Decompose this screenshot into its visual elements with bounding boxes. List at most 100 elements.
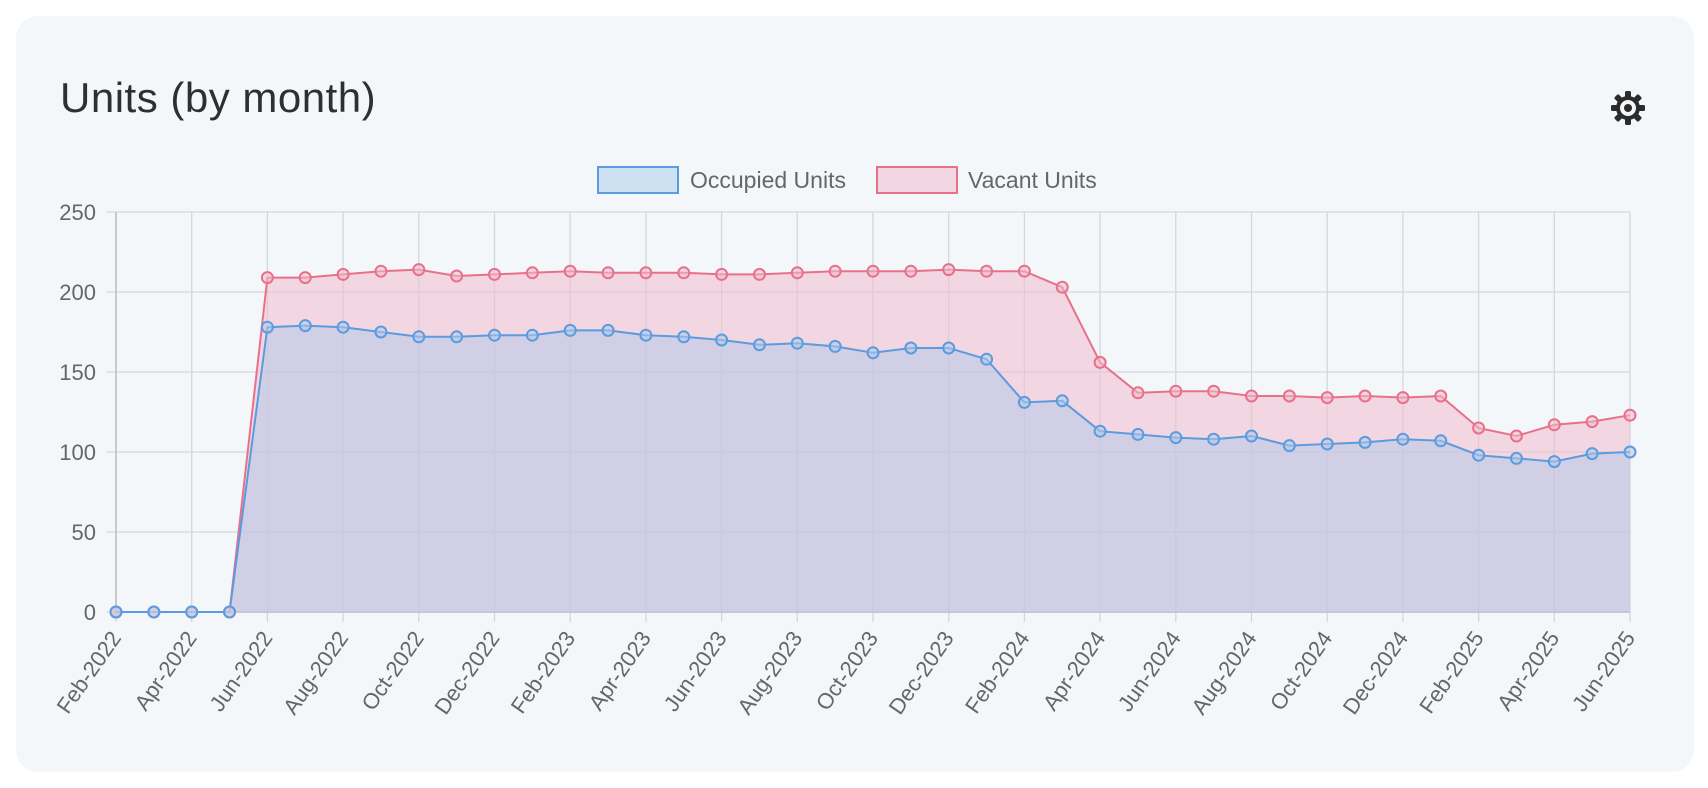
point-vacant[interactable]: [525, 266, 539, 280]
point-occupied[interactable]: [980, 352, 994, 366]
point-occupied[interactable]: [223, 605, 237, 619]
point-vacant[interactable]: [866, 264, 880, 278]
point-occupied[interactable]: [1434, 434, 1448, 448]
point-occupied[interactable]: [904, 341, 918, 355]
x-tick-label: Feb-2023: [506, 627, 581, 718]
point-vacant[interactable]: [1320, 391, 1334, 405]
point-occupied[interactable]: [336, 320, 350, 334]
point-vacant[interactable]: [1472, 421, 1486, 435]
point-vacant[interactable]: [1623, 408, 1637, 422]
x-tick-label: Aug-2023: [732, 627, 807, 720]
x-tick-label: Aug-2022: [278, 627, 353, 720]
point-vacant[interactable]: [904, 264, 918, 278]
point-vacant[interactable]: [1434, 389, 1448, 403]
point-occupied[interactable]: [185, 605, 199, 619]
y-tick-label: 200: [59, 280, 96, 305]
point-occupied[interactable]: [942, 341, 956, 355]
point-occupied[interactable]: [374, 325, 388, 339]
point-occupied[interactable]: [715, 333, 729, 347]
page-title: Units (by month): [60, 74, 377, 121]
point-vacant[interactable]: [980, 264, 994, 278]
point-occupied[interactable]: [1472, 448, 1486, 462]
point-vacant[interactable]: [563, 264, 577, 278]
point-occupied[interactable]: [450, 330, 464, 344]
point-vacant[interactable]: [1282, 389, 1296, 403]
point-vacant[interactable]: [1358, 389, 1372, 403]
point-vacant[interactable]: [260, 271, 274, 285]
point-vacant[interactable]: [1547, 418, 1561, 432]
point-occupied[interactable]: [563, 323, 577, 337]
point-vacant[interactable]: [1509, 429, 1523, 443]
point-vacant[interactable]: [1017, 264, 1031, 278]
legend-swatch-vacant[interactable]: [876, 166, 958, 194]
point-vacant[interactable]: [1055, 280, 1069, 294]
point-occupied[interactable]: [1282, 439, 1296, 453]
point-occupied[interactable]: [1509, 451, 1523, 465]
point-occupied[interactable]: [109, 605, 123, 619]
point-vacant[interactable]: [1396, 391, 1410, 405]
point-occupied[interactable]: [298, 319, 312, 333]
point-occupied[interactable]: [639, 328, 653, 342]
point-vacant[interactable]: [412, 263, 426, 277]
point-vacant[interactable]: [752, 267, 766, 281]
point-occupied[interactable]: [601, 323, 615, 337]
point-vacant[interactable]: [298, 271, 312, 285]
point-occupied[interactable]: [1320, 437, 1334, 451]
point-vacant[interactable]: [450, 269, 464, 283]
point-vacant[interactable]: [790, 266, 804, 280]
point-occupied[interactable]: [1055, 394, 1069, 408]
point-occupied[interactable]: [828, 339, 842, 353]
point-occupied[interactable]: [1245, 429, 1258, 443]
point-occupied[interactable]: [488, 328, 501, 342]
point-occupied[interactable]: [147, 605, 161, 619]
y-tick-label: 150: [59, 360, 96, 385]
x-tick-label: Oct-2024: [1265, 627, 1337, 715]
point-vacant[interactable]: [1585, 415, 1599, 429]
point-vacant[interactable]: [601, 266, 615, 280]
point-occupied[interactable]: [1017, 395, 1031, 409]
point-vacant[interactable]: [639, 266, 653, 280]
point-vacant[interactable]: [715, 267, 729, 281]
x-tick-label: Jun-2023: [659, 627, 732, 716]
area-occupied: [116, 325, 1630, 612]
point-vacant[interactable]: [828, 264, 842, 278]
point-occupied[interactable]: [412, 330, 426, 344]
point-occupied[interactable]: [1169, 431, 1183, 445]
point-vacant[interactable]: [1093, 355, 1107, 369]
chart-areas: [116, 269, 1630, 612]
point-occupied[interactable]: [866, 346, 880, 360]
x-tick-label: Apr-2022: [129, 627, 201, 715]
point-occupied[interactable]: [1585, 447, 1599, 461]
x-tick-label: Dec-2022: [429, 627, 504, 719]
point-vacant[interactable]: [374, 264, 388, 278]
point-vacant[interactable]: [336, 267, 350, 281]
point-occupied[interactable]: [677, 330, 691, 344]
point-vacant[interactable]: [488, 267, 501, 281]
x-tick-label: Oct-2022: [357, 627, 429, 715]
point-occupied[interactable]: [1358, 435, 1372, 449]
gear-icon[interactable]: [1608, 88, 1648, 128]
chart-legend[interactable]: Occupied Units Vacant Units: [597, 166, 1097, 194]
legend-swatch-occupied[interactable]: [597, 166, 679, 194]
point-occupied[interactable]: [1623, 445, 1637, 459]
point-vacant[interactable]: [1207, 384, 1221, 398]
legend-label-occupied[interactable]: Occupied Units: [690, 167, 846, 193]
point-occupied[interactable]: [1131, 427, 1145, 441]
point-occupied[interactable]: [1396, 432, 1410, 446]
x-tick-label: Dec-2023: [884, 627, 959, 719]
point-vacant[interactable]: [1245, 389, 1258, 403]
point-occupied[interactable]: [260, 320, 274, 334]
point-occupied[interactable]: [752, 338, 766, 352]
y-tick-label: 250: [59, 200, 96, 225]
point-vacant[interactable]: [677, 266, 691, 280]
point-occupied[interactable]: [525, 328, 539, 342]
point-occupied[interactable]: [1547, 455, 1561, 469]
point-occupied[interactable]: [1207, 432, 1221, 446]
point-vacant[interactable]: [1131, 386, 1145, 400]
point-vacant[interactable]: [1169, 384, 1183, 398]
point-vacant[interactable]: [942, 263, 956, 277]
point-occupied[interactable]: [790, 336, 804, 350]
point-occupied[interactable]: [1093, 424, 1107, 438]
legend-label-vacant[interactable]: Vacant Units: [968, 167, 1097, 193]
